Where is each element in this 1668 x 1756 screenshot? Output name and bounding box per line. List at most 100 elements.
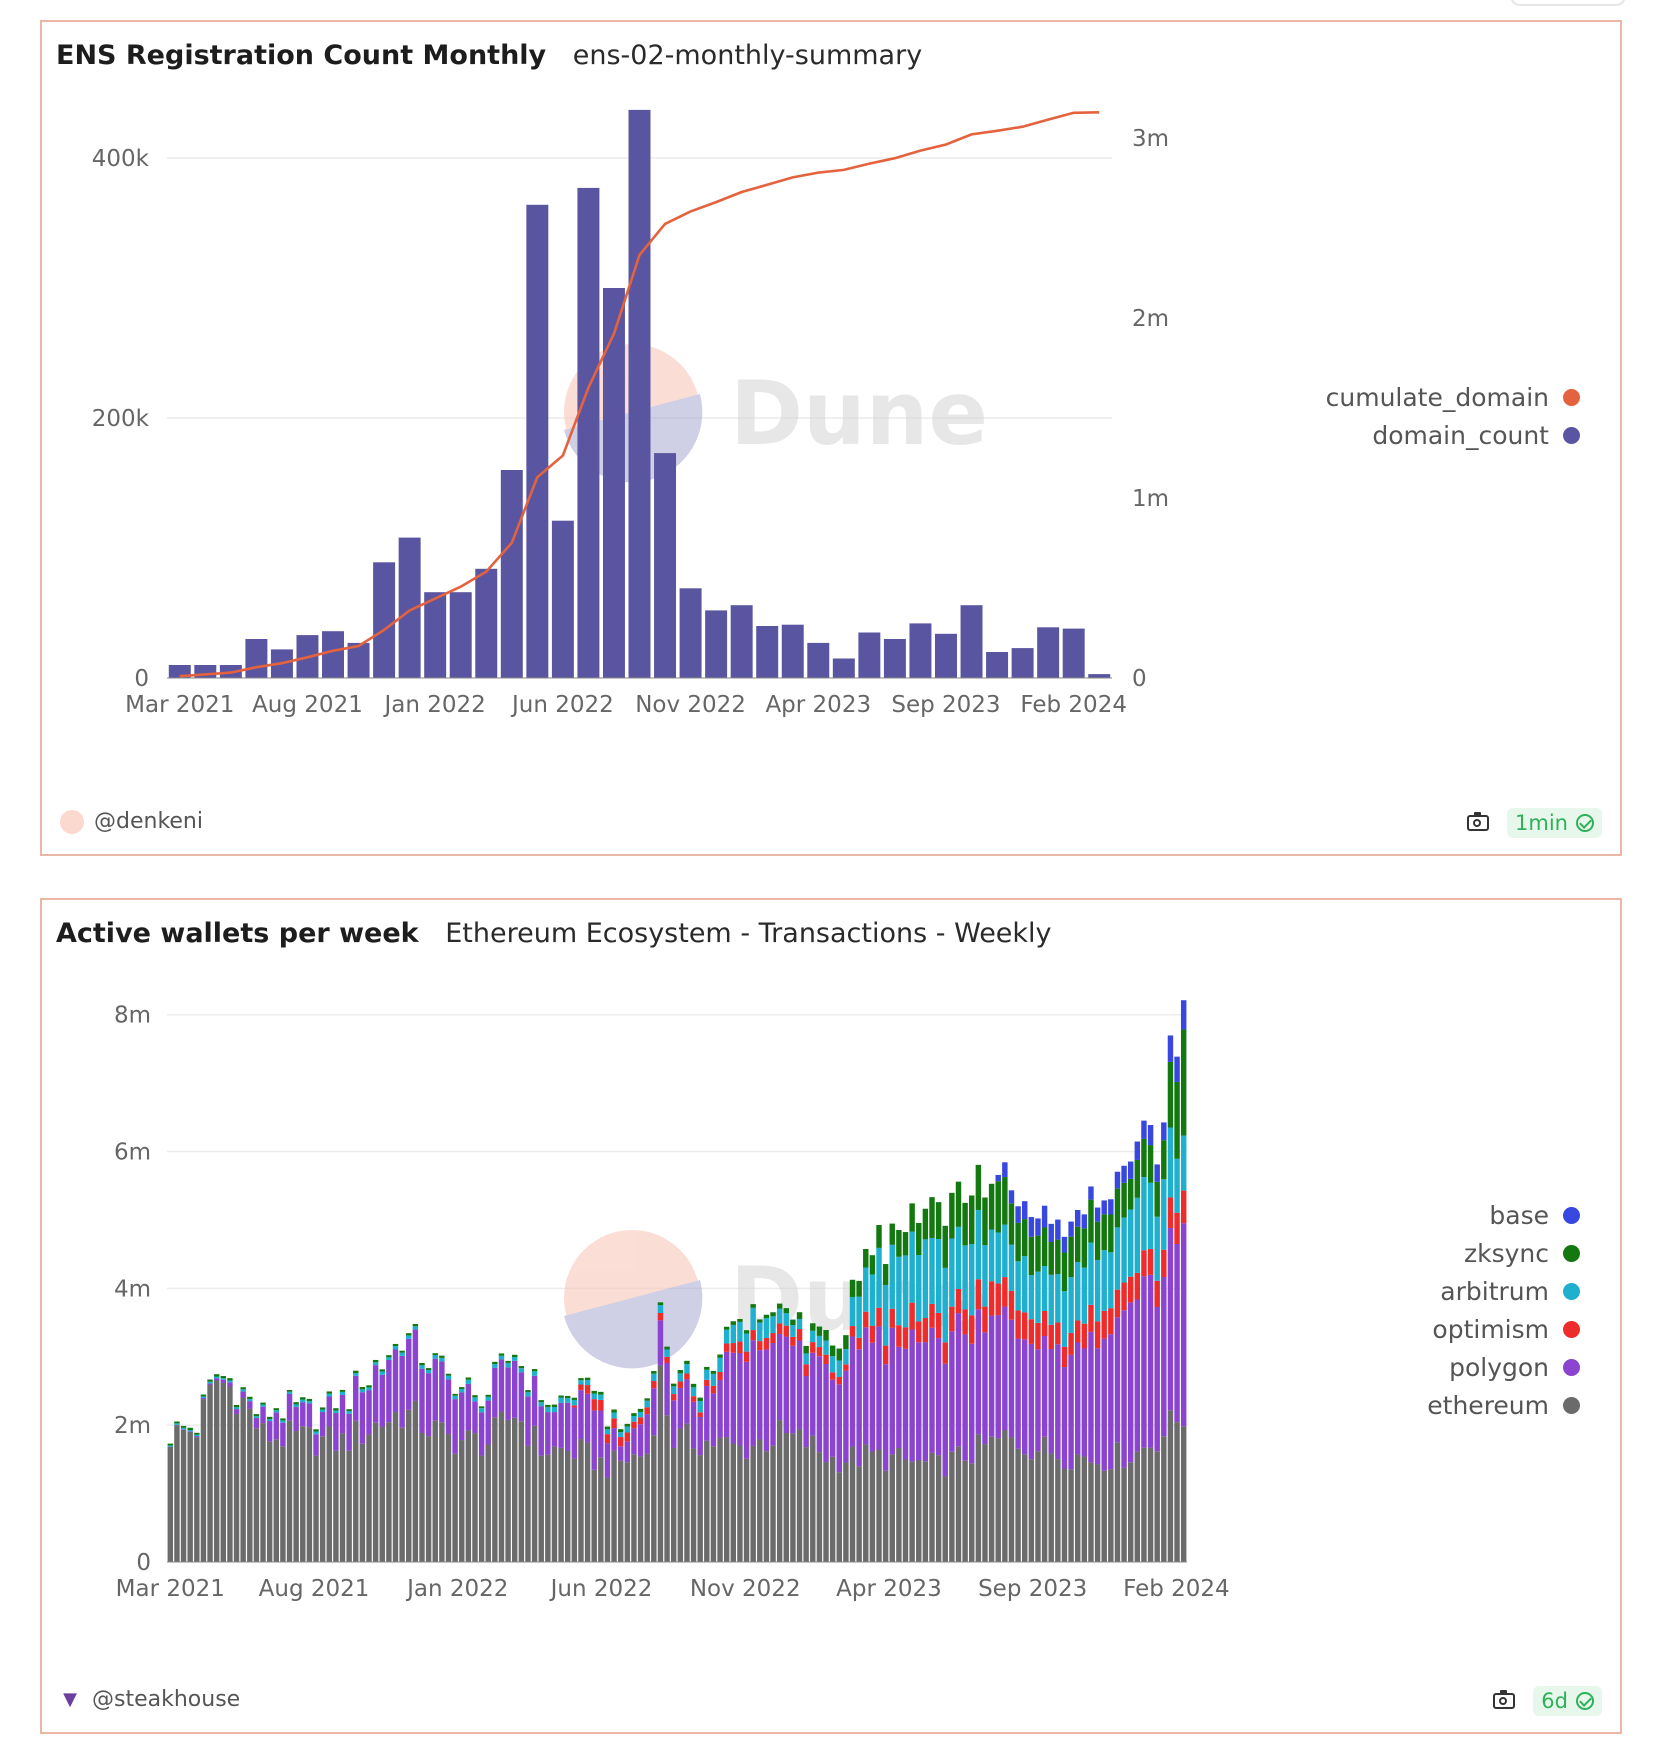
bar-segment-polygon — [399, 1355, 405, 1428]
bar-segment-ethereum — [213, 1380, 220, 1562]
bar-segment-base — [1088, 1186, 1094, 1200]
bar-domain-count — [500, 470, 523, 678]
bar-segment-zksync — [757, 1319, 763, 1323]
bar-segment-arbitrum — [869, 1274, 876, 1326]
bar-segment-optimism — [790, 1336, 796, 1346]
bar-segment-zksync — [1068, 1236, 1074, 1278]
bar-segment-polygon — [869, 1342, 876, 1452]
bar-segment-polygon — [1121, 1310, 1127, 1468]
bar-segment-polygon — [1015, 1338, 1021, 1449]
bar-segment-arbitrum — [220, 1378, 227, 1380]
author-link[interactable]: @denkeni — [60, 809, 203, 834]
bar-segment-zksync — [406, 1333, 412, 1336]
bar-segment-zksync — [1114, 1188, 1121, 1228]
chart-subtitle[interactable]: ens-02-monthly-summary — [572, 40, 923, 71]
bar-segment-arbitrum — [194, 1434, 200, 1437]
bar-segment-zksync — [955, 1181, 962, 1227]
bar-segment-ethereum — [253, 1428, 260, 1562]
bar-segment-ethereum — [233, 1413, 240, 1562]
bar-segment-ethereum — [843, 1462, 849, 1562]
bar-segment-arbitrum — [531, 1371, 538, 1376]
bar-domain-count — [807, 642, 830, 678]
bar-segment-arbitrum — [823, 1340, 829, 1355]
bar-segment-polygon — [1127, 1302, 1134, 1463]
bar-segment-arbitrum — [631, 1415, 637, 1422]
bar-segment-polygon — [392, 1349, 399, 1413]
bar-segment-zksync — [1048, 1242, 1054, 1275]
bar-domain-count — [909, 623, 932, 678]
chart-subtitle[interactable]: Ethereum Ecosystem - Transactions - Week… — [445, 918, 1052, 949]
bar-segment-zksync — [180, 1425, 187, 1428]
legend-item-polygon[interactable]: polygon — [1427, 1348, 1580, 1386]
bar-segment-arbitrum — [810, 1330, 816, 1343]
bar-segment-zksync — [935, 1202, 942, 1240]
bar-segment-ethereum — [856, 1466, 862, 1562]
bar-segment-ethereum — [869, 1451, 876, 1562]
author-link[interactable]: ▼ @steakhouse — [60, 1687, 240, 1712]
legend-dot-icon — [1563, 1206, 1580, 1224]
bar-segment-zksync — [551, 1404, 558, 1407]
legend-item-domain-count[interactable]: domain_count — [1326, 416, 1580, 454]
bar-segment-zksync — [942, 1225, 948, 1268]
bar-segment-optimism — [1127, 1276, 1134, 1303]
bar-segment-ethereum — [975, 1434, 982, 1562]
refresh-badge[interactable]: 6d — [1533, 1686, 1602, 1716]
bar-segment-zksync — [558, 1395, 564, 1398]
legend-item-zksync[interactable]: zksync — [1427, 1234, 1580, 1272]
legend-item-ethereum[interactable]: ethereum — [1427, 1386, 1580, 1424]
bar-segment-polygon — [823, 1363, 829, 1463]
refresh-badge[interactable]: 1min — [1507, 808, 1602, 838]
legend-item-optimism[interactable]: optimism — [1427, 1310, 1580, 1348]
bar-segment-ethereum — [770, 1445, 776, 1562]
bar-segment-arbitrum — [465, 1379, 472, 1384]
bar-segment-ethereum — [1121, 1467, 1127, 1562]
y-right-tick-label: 0 — [1132, 666, 1147, 692]
bar-segment-polygon — [876, 1326, 882, 1450]
legend-item-cumulate-domain[interactable]: cumulate_domain — [1326, 378, 1580, 416]
bar-segment-polygon — [333, 1413, 339, 1451]
bar-segment-arbitrum — [770, 1316, 776, 1333]
bar-segment-ethereum — [571, 1458, 578, 1562]
bar-segment-ethereum — [406, 1409, 412, 1562]
bar-segment-optimism — [836, 1376, 842, 1385]
bar-segment-polygon — [810, 1352, 816, 1436]
bar-segment-arbitrum — [624, 1426, 631, 1433]
bar-segment-optimism — [803, 1364, 809, 1376]
bar-segment-zksync — [836, 1348, 842, 1361]
bar-segment-zksync — [465, 1377, 472, 1380]
bar-segment-arbitrum — [843, 1349, 849, 1365]
bar-segment-zksync — [796, 1312, 803, 1319]
ens-chart-panel: ENS Registration Count Monthly ens-02-mo… — [40, 20, 1622, 856]
bar-segment-arbitrum — [353, 1372, 359, 1376]
legend-item-arbitrum[interactable]: arbitrum — [1427, 1272, 1580, 1310]
chart-title[interactable]: Active wallets per week — [56, 918, 419, 949]
bar-segment-polygon — [882, 1364, 889, 1471]
bar-domain-count — [935, 633, 957, 678]
bar-segment-zksync — [604, 1426, 611, 1430]
bar-segment-arbitrum — [207, 1381, 213, 1384]
camera-icon[interactable] — [1493, 1690, 1516, 1709]
bar-segment-optimism — [637, 1417, 644, 1425]
bar-segment-base — [1094, 1207, 1101, 1222]
bar-segment-arbitrum — [1154, 1216, 1160, 1281]
bar-segment-arbitrum — [1081, 1267, 1088, 1324]
bar-segment-ethereum — [565, 1450, 571, 1562]
bar-segment-arbitrum — [406, 1335, 412, 1339]
bar-segment-polygon — [1035, 1349, 1041, 1452]
bar-domain-count — [883, 639, 906, 678]
chart-title[interactable]: ENS Registration Count Monthly — [56, 40, 547, 71]
bar-segment-arbitrum — [1114, 1227, 1121, 1290]
bar-segment-zksync — [995, 1181, 1001, 1233]
bar-segment-zksync — [1081, 1228, 1088, 1268]
camera-icon[interactable] — [1467, 812, 1490, 831]
bar-segment-arbitrum — [651, 1373, 657, 1382]
bar-segment-optimism — [710, 1385, 717, 1394]
legend-item-base[interactable]: base — [1427, 1196, 1580, 1234]
bar-segment-ethereum — [425, 1436, 432, 1562]
bar-segment-base — [1015, 1206, 1021, 1223]
bar-segment-ethereum — [498, 1411, 505, 1562]
bar-segment-zksync — [240, 1387, 246, 1390]
bar-segment-arbitrum — [319, 1409, 326, 1413]
bar-segment-base — [1180, 1000, 1187, 1030]
bar-segment-ethereum — [916, 1459, 922, 1562]
